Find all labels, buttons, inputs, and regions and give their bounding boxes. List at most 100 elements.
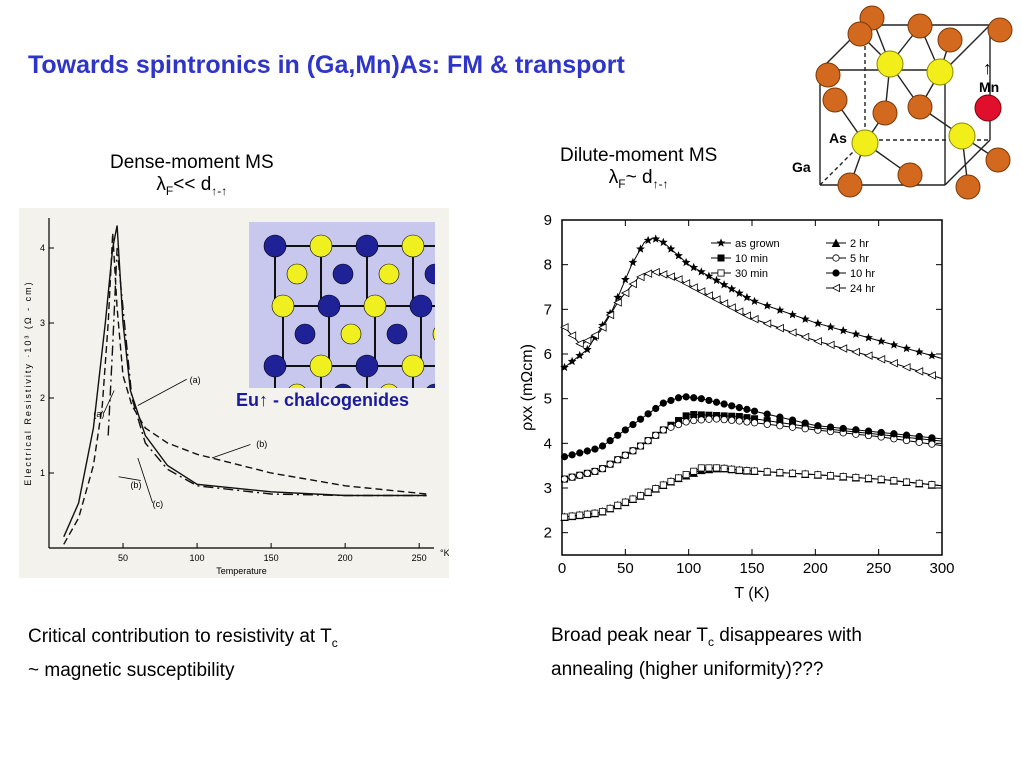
text-part: annealing (higher uniformity)??? <box>551 658 824 680</box>
marker-circle <box>832 269 840 277</box>
as-atom <box>851 129 879 157</box>
marker-star <box>719 280 729 289</box>
marker-square <box>890 477 898 485</box>
legend-label: 10 min <box>735 253 768 265</box>
eu-atom <box>317 294 341 318</box>
marker-triangle-left <box>876 355 886 364</box>
ga-atom <box>897 162 923 188</box>
marker-triangle-left <box>838 344 848 353</box>
marker-circle <box>839 424 847 433</box>
annotation-leader <box>211 444 251 459</box>
y-tick-label: 7 <box>544 301 552 318</box>
marker-triangle-left <box>742 311 751 320</box>
marker-triangle-left <box>864 351 873 360</box>
marker-circle <box>864 427 873 435</box>
ga-atom <box>987 17 1013 43</box>
marker-triangle-left <box>712 295 721 304</box>
marker-circle <box>576 471 584 479</box>
marker-star <box>689 262 699 272</box>
marker-square <box>801 470 809 478</box>
marker-triangle-left <box>813 337 822 346</box>
marker-circle <box>598 442 607 450</box>
marker-star <box>628 257 638 267</box>
broad-peak-text: Broad peak near Tc disappeares with anne… <box>551 622 1011 683</box>
marker-circle <box>720 400 728 408</box>
marker-circle <box>560 453 569 461</box>
marker-circle <box>743 418 751 426</box>
spin-subscript: ↑-↑ <box>652 176 669 191</box>
marker-square <box>713 464 721 472</box>
as-atom <box>926 58 954 86</box>
marker-circle <box>697 416 705 424</box>
marker-square <box>789 469 797 477</box>
marker-circle <box>712 415 721 423</box>
text-part: Broad peak near T <box>551 625 709 646</box>
marker-circle <box>832 254 840 262</box>
marker-square <box>751 467 759 475</box>
cube-edge <box>944 139 991 186</box>
marker-triangle-left <box>704 291 713 300</box>
marker-circle <box>690 416 698 425</box>
marker-circle <box>735 417 743 425</box>
annotation-leader <box>137 457 154 504</box>
text-part: Critical contribution to resistivity at … <box>28 626 332 647</box>
marker-circle <box>915 438 923 446</box>
marker-circle <box>652 404 660 413</box>
marker-square <box>717 269 725 277</box>
marker-triangle-left <box>689 283 698 292</box>
x-tick-label: 50 <box>617 560 634 577</box>
marker-triangle-left <box>674 275 683 284</box>
marker-circle <box>606 460 614 468</box>
marker-star <box>681 257 691 267</box>
marker-triangle-left <box>582 336 592 345</box>
marker-circle <box>636 442 645 450</box>
marker-triangle-left <box>762 319 772 328</box>
marker-circle <box>682 393 690 401</box>
marker-square <box>675 474 683 482</box>
y-tick-label: 9 <box>544 212 552 229</box>
marker-square <box>606 504 614 512</box>
marker-star <box>575 350 585 360</box>
chalcogen-atom <box>286 263 308 285</box>
ga-atom <box>815 62 841 88</box>
marker-triangle-left <box>620 288 630 298</box>
chalcogen-atom <box>309 354 333 378</box>
chalcogen-atom <box>309 234 333 258</box>
marker-triangle-left <box>800 332 810 342</box>
lambda-symbol: λ <box>156 174 166 195</box>
series-dashed-line <box>63 232 427 545</box>
marker-star <box>659 237 668 247</box>
marker-triangle-left <box>605 310 615 320</box>
chalcogen-atom <box>363 294 387 318</box>
marker-square <box>728 465 736 473</box>
marker-circle <box>763 410 771 418</box>
marker-circle <box>614 431 622 439</box>
marker-square <box>561 513 569 521</box>
marker-square <box>852 473 860 481</box>
eu-atom <box>386 323 408 345</box>
marker-star <box>927 351 937 360</box>
marker-circle <box>560 475 569 483</box>
marker-triangle-left <box>727 303 736 312</box>
marker-square <box>915 479 923 487</box>
as-label: As <box>829 130 847 146</box>
chalcogen-atom <box>271 294 295 318</box>
x-axis-label: T (K) <box>734 585 769 602</box>
marker-square <box>690 411 698 419</box>
series-line <box>564 467 943 518</box>
x-axis-label: Temperature <box>216 566 267 576</box>
marker-circle <box>659 426 667 434</box>
eu-atom <box>424 263 435 285</box>
annotation-leader <box>103 390 115 414</box>
y-tick-label: 1 <box>40 468 45 478</box>
mn-atom <box>974 94 1002 122</box>
x-tick-label: 250 <box>866 560 891 577</box>
eu-chalcogenides-label: Eu↑ - chalcogenides <box>236 390 410 410</box>
marker-circle <box>928 434 936 442</box>
marker-circle <box>606 437 614 445</box>
marker-square <box>877 475 885 483</box>
chalcogen-atom <box>340 323 362 345</box>
marker-circle <box>788 423 797 431</box>
marker-square <box>621 498 629 506</box>
mn-label: Mn <box>979 79 999 95</box>
